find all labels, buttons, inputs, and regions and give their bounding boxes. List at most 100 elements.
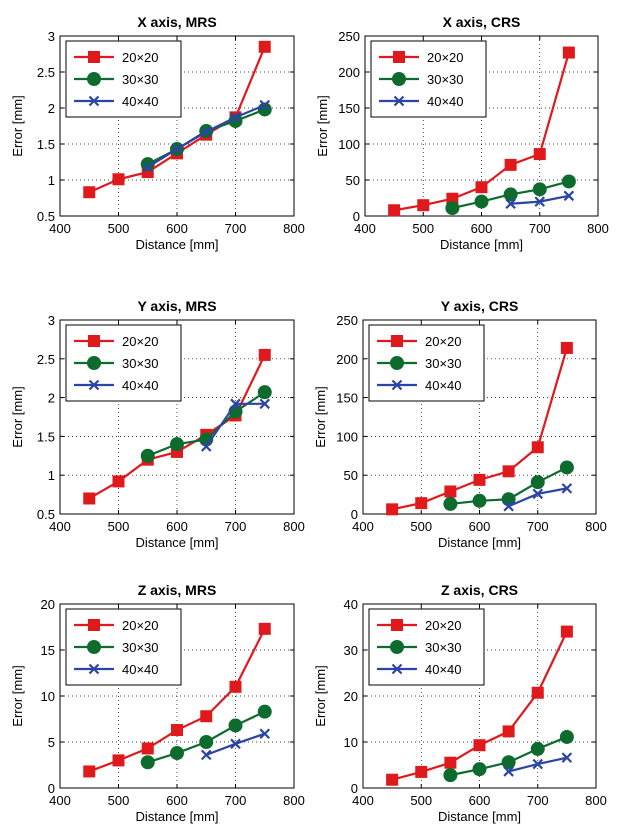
legend-label: 40×40 (122, 94, 159, 109)
legend-marker (392, 72, 406, 86)
data-point (563, 190, 575, 202)
legend-label: 20×20 (122, 618, 159, 633)
data-point (530, 475, 545, 490)
legend-label: 40×40 (425, 662, 462, 677)
y-tick-label: 200 (336, 352, 358, 367)
data-point (443, 496, 458, 511)
data-point (83, 186, 96, 199)
data-point (230, 738, 241, 750)
legend-label: 20×20 (427, 50, 464, 65)
legend: 20×20 30×30 40×40 (65, 608, 182, 686)
y-tick-label: 0 (48, 781, 55, 796)
y-tick-label: 10 (344, 735, 358, 750)
data-point (474, 194, 489, 209)
data-point (229, 680, 242, 693)
y-tick-label: 2 (48, 101, 55, 116)
legend-marker (88, 379, 100, 391)
legend-label: 20×20 (425, 334, 462, 349)
x-tick-label: 600 (166, 221, 188, 236)
x-tick-label: 800 (283, 519, 305, 534)
series-1 (388, 46, 575, 217)
legend-label: 30×30 (425, 356, 462, 371)
x-tick-label: 400 (49, 221, 71, 236)
legend-marker (87, 640, 101, 654)
legend: 20×20 30×30 40×40 (368, 324, 485, 402)
series-2 (140, 704, 272, 770)
data-point (200, 441, 212, 452)
x-tick-label: 400 (354, 221, 376, 236)
legend-label: 40×40 (427, 94, 464, 109)
x-tick-label: 500 (410, 793, 432, 808)
chart-z-crs: 400 500 600 700 800 0 10 20 30 40 Z axis, CRS Dista… (313, 582, 607, 824)
data-point (230, 112, 241, 123)
legend-label: 40×40 (122, 378, 159, 393)
data-point (503, 187, 518, 202)
y-tick-label: 250 (338, 29, 360, 44)
x-tick-label: 700 (527, 519, 549, 534)
data-point (562, 46, 575, 59)
legend-marker (88, 663, 100, 675)
chart-title: X axis, MRS (137, 14, 216, 30)
x-tick-label: 700 (225, 519, 247, 534)
data-point (230, 398, 241, 410)
legend-label: 30×30 (425, 640, 462, 655)
legend-label: 20×20 (425, 618, 462, 633)
chart-title: Y axis, CRS (441, 298, 519, 314)
y-tick-label: 10 (41, 689, 55, 704)
y-tick-label: 0.5 (37, 507, 55, 522)
data-point (259, 728, 271, 739)
legend-label: 30×30 (122, 640, 159, 655)
legend-marker (88, 51, 100, 63)
legend-marker (390, 356, 404, 370)
x-tick-label: 600 (166, 519, 188, 534)
y-tick-label: 1 (48, 173, 55, 188)
data-point (258, 622, 271, 635)
x-tick-label: 700 (527, 793, 549, 808)
x-axis-label: Distance [mm] (438, 809, 521, 824)
y-tick-label: 2.5 (37, 65, 55, 80)
data-point (200, 710, 213, 723)
data-point (141, 742, 154, 755)
y-tick-label: 2.5 (37, 352, 55, 367)
data-point (532, 182, 547, 197)
legend-label: 20×20 (122, 334, 159, 349)
y-tick-label: 0 (351, 507, 358, 522)
legend-label: 30×30 (122, 356, 159, 371)
x-tick-label: 400 (49, 793, 71, 808)
y-tick-label: 15 (41, 643, 55, 658)
data-point (530, 741, 545, 756)
data-point (199, 735, 214, 749)
data-point (502, 725, 515, 738)
data-point (171, 143, 183, 155)
legend-label: 30×30 (427, 72, 464, 87)
y-tick-label: 250 (336, 313, 358, 328)
data-point (83, 492, 96, 505)
y-tick-label: 1.5 (37, 429, 55, 444)
data-point (504, 158, 517, 171)
x-tick-label: 500 (412, 221, 434, 236)
legend: 20×20 30×30 40×40 (370, 40, 487, 118)
data-point (140, 755, 155, 770)
y-tick-label: 150 (336, 391, 358, 406)
data-point (503, 766, 514, 777)
data-point (170, 746, 184, 761)
chart-x-crs: 400 500 600 700 800 0 50 100 150 200 250 X axis, CR… (315, 14, 609, 252)
data-point (531, 441, 544, 454)
x-tick-label: 800 (587, 221, 609, 236)
series-3 (505, 190, 575, 210)
x-axis-label: Distance [mm] (135, 535, 218, 550)
data-point (386, 503, 399, 516)
x-tick-label: 700 (225, 793, 247, 808)
data-point (112, 754, 125, 767)
legend-label: 40×40 (425, 378, 462, 393)
data-point (472, 493, 487, 508)
data-point (473, 473, 486, 486)
x-tick-label: 500 (108, 793, 130, 808)
data-point (200, 749, 212, 761)
y-tick-label: 0 (351, 781, 358, 796)
x-tick-label: 600 (469, 793, 491, 808)
chart-title: Y axis, MRS (137, 298, 216, 314)
y-axis-label: Error [mm] (10, 386, 25, 447)
legend-marker (391, 619, 403, 631)
data-point (560, 625, 573, 638)
